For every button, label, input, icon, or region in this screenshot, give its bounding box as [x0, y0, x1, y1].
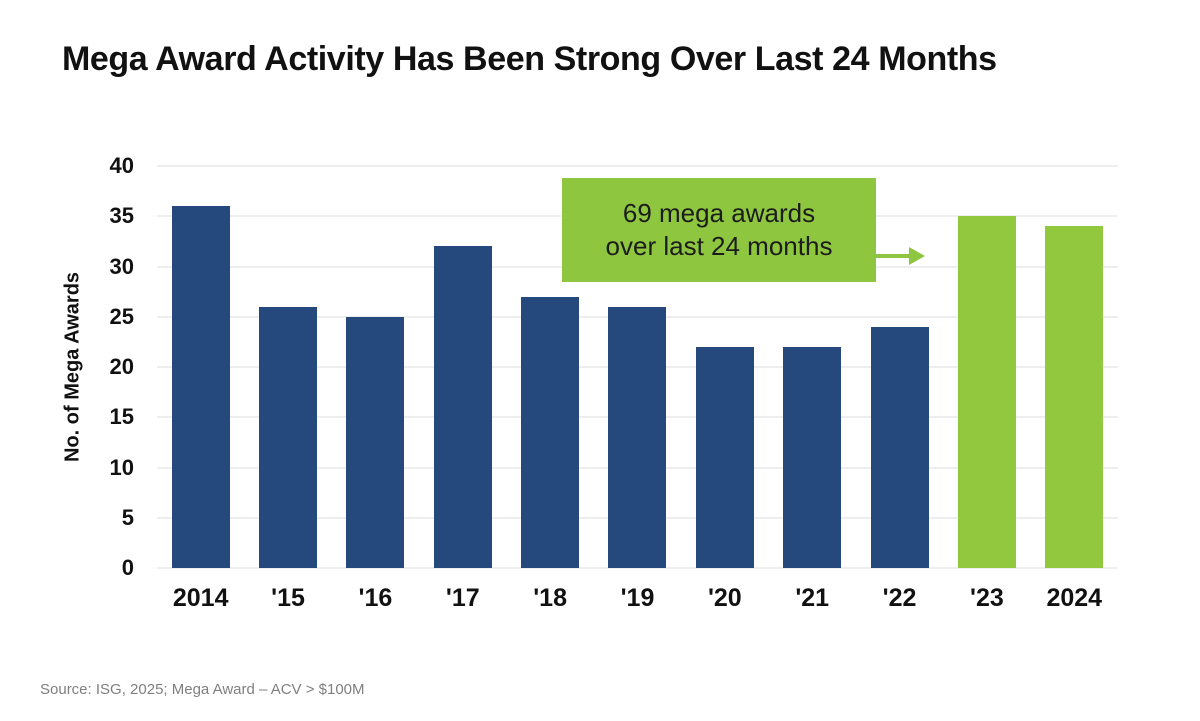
- x-tick-label: '16: [358, 584, 393, 612]
- bar-22: [870, 326, 929, 568]
- x-tick-label: '15: [271, 584, 305, 612]
- x-tick-label: '20: [707, 584, 742, 612]
- bar-slot: [943, 166, 1030, 568]
- y-tick-label: 40: [109, 153, 134, 178]
- bar-slot: [681, 166, 768, 568]
- bars: [157, 166, 1118, 568]
- x-tick-label: '22: [882, 584, 917, 612]
- bar-20: [695, 346, 754, 568]
- x-tick-label: 2014: [172, 584, 229, 612]
- x-tick-label: '23: [970, 584, 1004, 612]
- annotation-arrow-icon: [876, 247, 926, 265]
- bar-slot: [157, 166, 244, 568]
- arrow-head: [909, 247, 925, 265]
- gridline: [157, 165, 1118, 167]
- y-tick-label: 10: [109, 454, 134, 480]
- y-tick-label: 30: [109, 253, 134, 279]
- y-tick-label: 0: [121, 555, 134, 580]
- arrow-shaft: [876, 254, 910, 258]
- annotation-line-1: 69 mega awards: [622, 198, 816, 228]
- bar-23: [957, 216, 1016, 568]
- bar-slot: [1031, 166, 1118, 568]
- y-tick-label: 25: [109, 303, 134, 329]
- bar-slot: [419, 166, 506, 568]
- x-tick-label: '18: [533, 584, 567, 612]
- x-tick-label: '21: [795, 584, 830, 612]
- y-tick-label: 20: [109, 354, 134, 379]
- bar-19: [608, 306, 667, 568]
- y-tick-label: 35: [109, 203, 134, 229]
- y-tick-label: 5: [121, 504, 134, 530]
- bar-slot: [506, 166, 593, 568]
- bar-slot: [594, 166, 681, 568]
- x-tick-label: 2024: [1046, 584, 1103, 612]
- gridline: [157, 567, 1118, 569]
- annotation-line-2: over last 24 months: [605, 231, 833, 261]
- bar-21: [783, 346, 842, 568]
- bar-17: [433, 246, 492, 568]
- bar-slot: [856, 166, 943, 568]
- plot-area: [157, 165, 1118, 569]
- annotation-callout: 69 mega awards over last 24 months: [562, 178, 876, 282]
- bar-slot: [332, 166, 419, 568]
- bar-18: [521, 296, 580, 568]
- y-axis-ticks: 0 5 10 15 20 25 30 35 40: [0, 155, 140, 579]
- chart-title: Mega Award Activity Has Been Strong Over…: [62, 40, 997, 78]
- bar-15: [259, 306, 318, 568]
- source-note: Source: ISG, 2025; Mega Award – ACV > $1…: [40, 681, 365, 698]
- x-tick-label: '17: [445, 584, 480, 612]
- bar-2024: [1045, 226, 1104, 568]
- x-axis-labels: 2014 '15 '16 '17 '18 '19 '20 '21 '22 '23 2024: [157, 584, 1118, 616]
- y-tick-label: 15: [109, 404, 134, 430]
- bar-slot: [769, 166, 856, 568]
- x-tick-label: '19: [620, 584, 655, 612]
- bar-2014: [171, 206, 230, 568]
- bar-16: [346, 316, 405, 568]
- bar-slot: [244, 166, 331, 568]
